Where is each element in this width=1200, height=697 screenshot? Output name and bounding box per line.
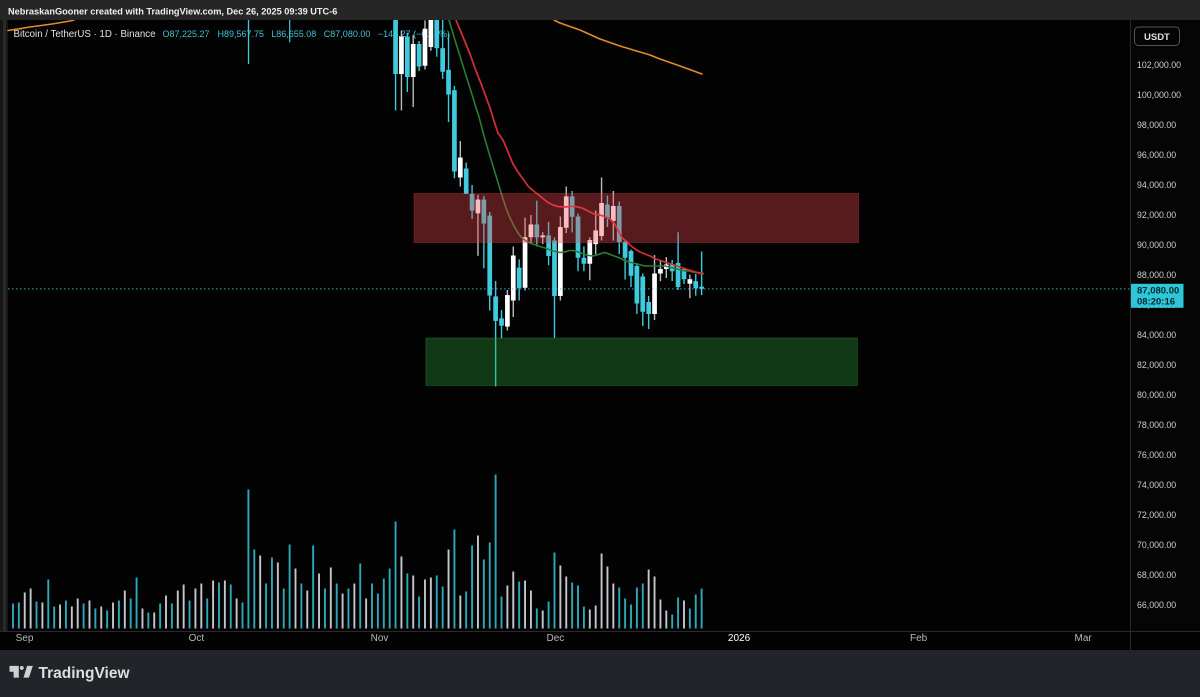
svg-text:Dec: Dec bbox=[547, 633, 565, 644]
svg-text:2026: 2026 bbox=[728, 633, 751, 644]
svg-text:94,000.00: 94,000.00 bbox=[1137, 180, 1176, 190]
svg-text:92,000.00: 92,000.00 bbox=[1137, 210, 1176, 220]
svg-text:87,080.00: 87,080.00 bbox=[1137, 285, 1179, 296]
svg-text:98,000.00: 98,000.00 bbox=[1137, 120, 1176, 130]
svg-text:TradingView: TradingView bbox=[39, 665, 131, 682]
svg-text:78,000.00: 78,000.00 bbox=[1137, 420, 1176, 430]
svg-text:USDT: USDT bbox=[1144, 32, 1170, 43]
svg-text:Nov: Nov bbox=[371, 633, 389, 644]
svg-text:82,000.00: 82,000.00 bbox=[1137, 360, 1176, 370]
svg-text:84,000.00: 84,000.00 bbox=[1137, 330, 1176, 340]
svg-text:100,000.00: 100,000.00 bbox=[1137, 90, 1181, 100]
svg-text:96,000.00: 96,000.00 bbox=[1137, 150, 1176, 160]
svg-text:Mar: Mar bbox=[1075, 633, 1093, 644]
svg-text:90,000.00: 90,000.00 bbox=[1137, 240, 1176, 250]
svg-text:O87,225.27: O87,225.27 bbox=[163, 29, 210, 39]
svg-text:88,000.00: 88,000.00 bbox=[1137, 270, 1176, 280]
svg-text:Sep: Sep bbox=[16, 633, 34, 644]
svg-text:L86,655.08: L86,655.08 bbox=[271, 29, 316, 39]
svg-text:68,000.00: 68,000.00 bbox=[1137, 570, 1176, 580]
svg-text:−145.27 (−0.17%): −145.27 (−0.17%) bbox=[378, 29, 450, 39]
svg-text:70,000.00: 70,000.00 bbox=[1137, 540, 1176, 550]
svg-text:72,000.00: 72,000.00 bbox=[1137, 510, 1176, 520]
svg-text:Feb: Feb bbox=[910, 633, 928, 644]
svg-text:80,000.00: 80,000.00 bbox=[1137, 390, 1176, 400]
svg-text:76,000.00: 76,000.00 bbox=[1137, 450, 1176, 460]
svg-text:NebraskanGooner created with T: NebraskanGooner created with TradingView… bbox=[8, 7, 337, 17]
svg-text:74,000.00: 74,000.00 bbox=[1137, 480, 1176, 490]
svg-text:08:20:16: 08:20:16 bbox=[1137, 297, 1175, 308]
svg-text:66,000.00: 66,000.00 bbox=[1137, 600, 1176, 610]
svg-text:H89,567.75: H89,567.75 bbox=[218, 29, 265, 39]
svg-text:Oct: Oct bbox=[189, 633, 205, 644]
svg-text:C87,080.00: C87,080.00 bbox=[324, 29, 371, 39]
svg-text:Bitcoin / TetherUS · 1D · Bina: Bitcoin / TetherUS · 1D · Binance bbox=[14, 29, 156, 40]
svg-text:102,000.00: 102,000.00 bbox=[1137, 60, 1181, 70]
